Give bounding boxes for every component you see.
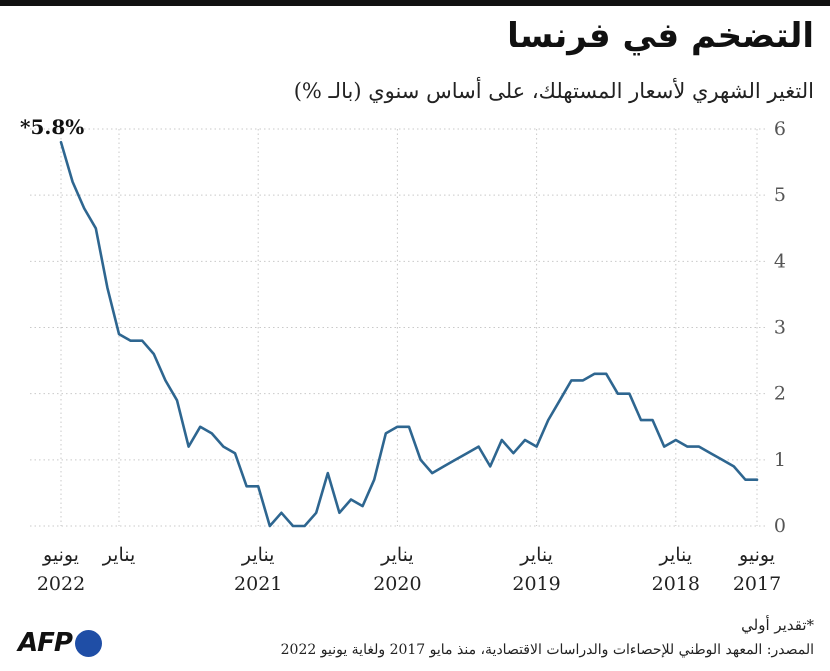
x-tick-label-year: 2017 xyxy=(733,573,781,595)
y-tick-label: 0 xyxy=(774,515,786,537)
x-tick-label-month: يناير xyxy=(659,544,693,566)
y-tick-label: 5 xyxy=(774,184,786,206)
x-tick-label-year: 2019 xyxy=(512,573,560,595)
y-tick-label: 2 xyxy=(774,383,786,405)
footnote: *تقدير أولي xyxy=(741,616,814,634)
x-tick-label-month: يونيو xyxy=(42,544,79,566)
source-note: المصدر: المعهد الوطني للإحصاءات والدراسا… xyxy=(280,642,814,658)
chart-title: التضخم في فرنسا xyxy=(507,16,814,56)
y-tick-label: 1 xyxy=(774,449,786,471)
x-tick-label-year: 2021 xyxy=(234,573,282,595)
afp-logo: AFP xyxy=(18,628,102,658)
line-chart: 0 1 2 3 4 5 6 *5.8% يونيو 2017 يناير 2018 يناير 2019 ي… xyxy=(20,115,786,595)
top-bar xyxy=(0,0,830,6)
chart-subtitle: التغير الشهري لأسعار المستهلك، على أساس … xyxy=(293,79,814,103)
annotation-latest-value: *5.8% xyxy=(20,115,84,139)
x-tick-label-month: يناير xyxy=(241,544,275,566)
inflation-series-line xyxy=(59,140,759,528)
y-tick-label: 4 xyxy=(774,250,786,272)
y-tick-label: 3 xyxy=(774,317,786,339)
afp-logo-text: AFP xyxy=(18,628,73,658)
x-tick-label-year: 2022 xyxy=(37,573,85,595)
x-tick-label-year: 2020 xyxy=(373,573,421,595)
x-tick-label-year: 2018 xyxy=(652,573,700,595)
x-tick-label-month: يناير xyxy=(380,544,414,566)
y-tick-label: 6 xyxy=(774,118,786,140)
x-tick-label-month: يونيو xyxy=(738,544,775,566)
x-tick-label-month: يناير xyxy=(102,544,136,566)
afp-logo-dot-icon xyxy=(74,629,102,657)
x-tick-label-month: يناير xyxy=(519,544,553,566)
